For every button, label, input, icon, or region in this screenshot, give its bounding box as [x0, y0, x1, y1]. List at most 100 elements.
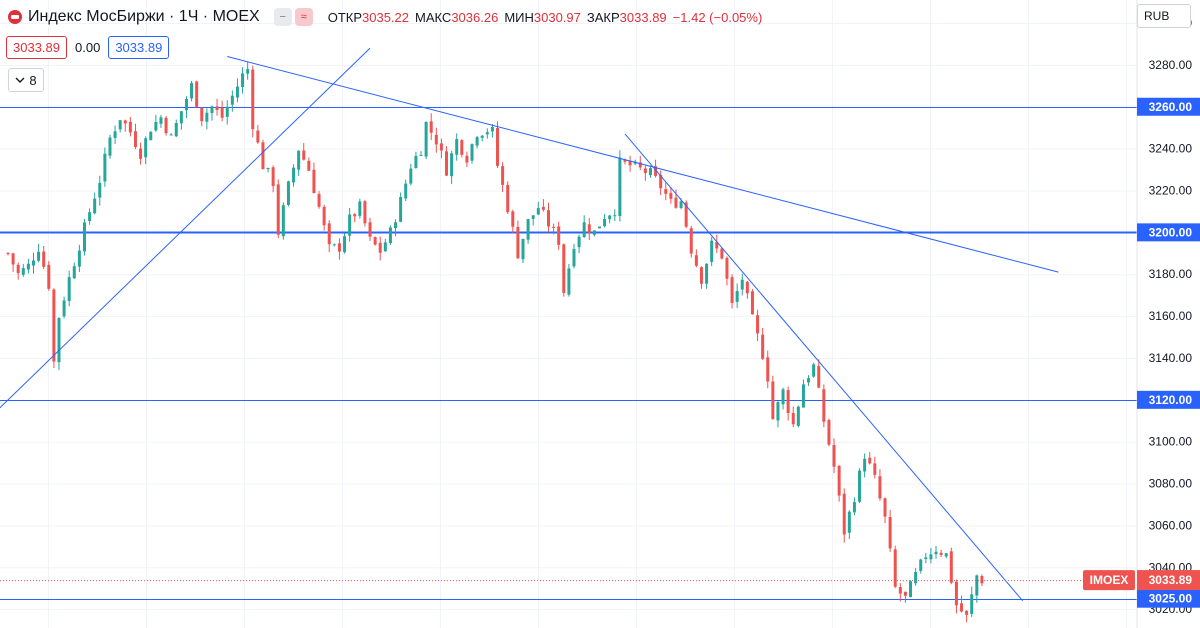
- candle-body: [694, 255, 698, 266]
- candle-body: [47, 264, 51, 289]
- price-tick-label: 3080.00: [1149, 477, 1193, 491]
- ohlc-values: ОТКР3035.22 МАКС3036.26 МИН3030.97 ЗАКР3…: [328, 10, 763, 25]
- candle-body: [409, 168, 413, 184]
- candle-body: [914, 572, 918, 584]
- candle-body: [618, 157, 622, 217]
- candle-body: [358, 201, 362, 216]
- trendline: [227, 56, 1059, 273]
- price-tick-label: 3180.00: [1149, 267, 1193, 281]
- candle-body: [485, 132, 489, 135]
- open-value: 3035.22: [362, 9, 409, 25]
- horizontal-levels: [0, 107, 1137, 600]
- candle-body: [720, 248, 724, 259]
- currency-selector[interactable]: RUB: [1137, 4, 1191, 28]
- candle-body: [394, 222, 398, 229]
- price-tick-label: 3100.00: [1149, 435, 1193, 449]
- candle-body: [21, 268, 25, 275]
- candle-body: [893, 549, 897, 587]
- candle-body: [715, 242, 719, 249]
- low-value: 3030.97: [533, 9, 581, 25]
- candle-body: [450, 153, 454, 177]
- level-badge-label: 3200.00: [1149, 225, 1193, 239]
- candle-body: [531, 215, 535, 219]
- candle-body: [31, 260, 35, 266]
- candle-body: [878, 476, 882, 499]
- candle-body: [807, 378, 811, 383]
- candle-body: [791, 412, 795, 425]
- candle-body: [37, 251, 41, 261]
- candle-body: [842, 493, 846, 535]
- candle-body: [460, 140, 464, 155]
- symbol-title[interactable]: Индекс МосБиржи · 1Ч · MOEX: [28, 8, 260, 25]
- candle-body: [470, 144, 474, 161]
- candle-body: [317, 194, 321, 207]
- candle-body: [103, 153, 107, 182]
- candle-body: [82, 222, 86, 252]
- candle-body: [113, 131, 117, 138]
- candle-body: [659, 175, 663, 189]
- candle-body: [445, 151, 449, 176]
- candle-body: [541, 206, 545, 210]
- trendline: [624, 133, 1024, 602]
- candle-body: [322, 206, 326, 226]
- candle-body: [949, 551, 953, 583]
- candle-body: [67, 277, 71, 301]
- candle-body: [960, 603, 964, 612]
- candle-body: [577, 236, 581, 248]
- sell-price-box[interactable]: 3033.89: [6, 36, 67, 59]
- candle-body: [771, 381, 775, 420]
- indicators-toggle-button[interactable]: 8: [8, 68, 44, 92]
- price-tick-label: 3220.00: [1149, 183, 1193, 197]
- candle-body: [873, 463, 877, 475]
- candle-body: [276, 184, 280, 235]
- candle-body: [235, 86, 239, 98]
- candle-body: [439, 143, 443, 151]
- candle-body: [638, 162, 642, 168]
- candle-body: [281, 205, 285, 237]
- candle-body: [623, 159, 627, 162]
- candle-body: [337, 243, 341, 252]
- candle-body: [725, 257, 729, 279]
- candle-body: [225, 106, 229, 117]
- candle-body: [62, 300, 66, 317]
- close-value: 3033.89: [619, 9, 667, 25]
- candle-body: [944, 553, 948, 557]
- candle-body: [679, 201, 683, 208]
- candle-body: [812, 364, 816, 377]
- candle-body: [429, 121, 433, 133]
- candle-body: [761, 334, 765, 359]
- candle-body: [847, 511, 851, 533]
- candle-body: [169, 134, 173, 136]
- candle-body: [480, 135, 484, 138]
- candle-body: [399, 197, 403, 222]
- candle-body: [312, 169, 316, 194]
- candle-body: [388, 227, 392, 244]
- chevron-down-icon: [15, 77, 25, 83]
- candle-body: [378, 242, 382, 253]
- hide-icon[interactable]: −: [273, 8, 292, 26]
- candle-body: [419, 154, 423, 156]
- candle-body: [883, 498, 887, 517]
- level-badge-label: 3120.00: [1149, 393, 1193, 407]
- buy-price-box[interactable]: 3033.89: [108, 36, 170, 59]
- candle-body: [781, 389, 785, 405]
- candle-body: [327, 223, 331, 245]
- price-tick-label: 3280.00: [1149, 58, 1193, 72]
- candle-body: [363, 201, 367, 224]
- price-tick-label: 3160.00: [1149, 309, 1193, 323]
- candle-body: [353, 214, 357, 217]
- candle-body: [174, 122, 178, 137]
- candle-body: [852, 502, 856, 513]
- candle-body: [210, 106, 214, 114]
- compare-wave-icon[interactable]: ≈: [294, 8, 313, 26]
- indicators-count: 8: [29, 72, 37, 88]
- candle-body: [980, 576, 984, 584]
- candle-body: [572, 249, 576, 267]
- candle-body: [118, 120, 122, 130]
- candle-body: [241, 73, 245, 88]
- candle-body: [740, 279, 744, 290]
- candle-body: [934, 551, 938, 555]
- candle-body: [526, 219, 530, 240]
- candle-body: [424, 122, 428, 157]
